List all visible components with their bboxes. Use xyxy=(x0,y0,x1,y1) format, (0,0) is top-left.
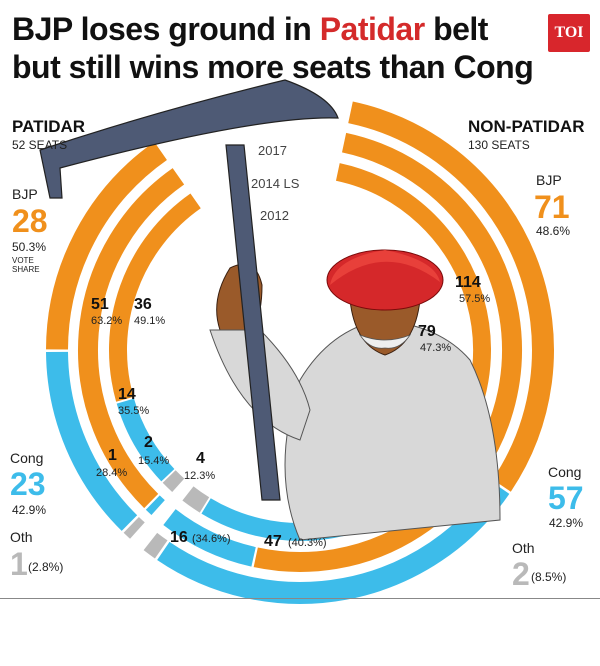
nonpatidar-cong-share: 42.9% xyxy=(549,516,584,530)
nonpatidar-2012-bjp-seats: 79 xyxy=(418,323,436,340)
nonpatidar-1-cong-arc xyxy=(163,509,256,567)
patidar-bjp-label: BJP xyxy=(12,186,38,202)
pickaxe-illustration xyxy=(39,79,339,501)
nonpatidar-0-oth-arc xyxy=(143,532,168,559)
patidar-2012-oth-seats: 2 xyxy=(144,434,153,451)
patidar-2-cong-arc xyxy=(116,398,175,482)
toi-logo: TOI xyxy=(548,14,590,52)
patidar-bjp-seats: 28 xyxy=(12,203,48,239)
nonpatidar-bjp-share: 48.6% xyxy=(536,224,571,238)
patidar-2012-bjp-seats: 36 xyxy=(134,296,152,313)
nonpatidar-2012-bjp-share: 47.3% xyxy=(420,342,452,354)
ring-label-2012: 2012 xyxy=(260,208,289,223)
patidar-2014-cong-seats: 1 xyxy=(108,447,117,464)
patidar-0-oth-arc xyxy=(123,516,145,539)
patidar-1-cong-arc xyxy=(145,495,165,515)
headline-line1-b: belt xyxy=(424,11,488,47)
patidar-2012-cong-share: 35.5% xyxy=(118,405,150,417)
nonpatidar-2014-cong-share: (34.6%) xyxy=(192,533,231,545)
patidar-oth-label: Oth xyxy=(10,529,33,545)
patidar-2014-cong-share: 28.4% xyxy=(96,467,128,479)
nonpatidar-bjp-label: BJP xyxy=(536,172,562,188)
nonpatidar-seats: 130 SEATS xyxy=(468,138,530,152)
nonpatidar-1-bjp-arc xyxy=(253,132,523,572)
patidar-2012-bjp-share: 49.1% xyxy=(134,315,166,327)
nonpatidar-cong-seats: 57 xyxy=(548,480,584,516)
patidar-2012-oth-share: 15.4% xyxy=(138,455,170,467)
patidar-0-cong-arc xyxy=(46,351,138,531)
headline-line2: but still wins more seats than Cong xyxy=(12,49,534,85)
nonpatidar-cong-label: Cong xyxy=(548,464,582,480)
nonpatidar-2012-cong-seats: 47 xyxy=(264,533,282,550)
nonpatidar-2014-bjp-seats: 114 xyxy=(455,274,481,291)
ring-label-2017: 2017 xyxy=(258,143,287,158)
patidar-oth-seats: 1 xyxy=(10,546,28,582)
patidar-2014-bjp-share: 63.2% xyxy=(91,315,123,327)
nonpatidar-0-bjp-arc xyxy=(348,101,554,492)
nonpatidar-2014-bjp-share: 57.5% xyxy=(459,293,491,305)
patidar-vote-share-2: SHARE xyxy=(12,265,40,274)
nonpatidar-2012-oth-share: 12.3% xyxy=(184,470,216,482)
bottom-rule xyxy=(0,598,600,599)
patidar-oth-share: (2.8%) xyxy=(28,560,64,574)
patidar-title: PATIDAR xyxy=(12,117,86,136)
nonpatidar-bjp-seats: 71 xyxy=(534,189,570,225)
ring-label-2014: 2014 LS xyxy=(251,176,300,191)
patidar-cong-label: Cong xyxy=(10,450,44,466)
patidar-cong-seats: 23 xyxy=(10,466,46,502)
headline-line1-a: BJP loses ground in xyxy=(12,11,320,47)
patidar-2-oth-arc xyxy=(162,470,185,492)
nonpatidar-2014-cong-seats: 16 xyxy=(170,529,188,546)
nonpatidar-2012-oth-seats: 4 xyxy=(196,450,205,467)
nonpatidar-2-oth-arc xyxy=(182,486,210,513)
nonpatidar-0-cong-arc xyxy=(157,481,510,604)
patidar-2012-cong-seats: 14 xyxy=(118,386,136,403)
nonpatidar-2012-cong-share: (40.3%) xyxy=(288,537,327,549)
nonpatidar-oth-seats: 2 xyxy=(512,556,530,592)
patidar-vote-share-1: VOTE xyxy=(12,256,34,265)
headline: BJP loses ground in Patidar belt but sti… xyxy=(12,10,552,86)
nonpatidar-oth-share: (8.5%) xyxy=(531,570,567,584)
patidar-cong-share: 42.9% xyxy=(12,503,47,517)
nonpatidar-title: NON-PATIDAR xyxy=(468,117,585,136)
headline-highlight: Patidar xyxy=(319,11,425,47)
nonpatidar-oth-label: Oth xyxy=(512,540,535,556)
patidar-2014-bjp-seats: 51 xyxy=(91,296,109,313)
farmer-illustration xyxy=(209,249,501,541)
patidar-1-bjp-arc xyxy=(78,168,185,509)
patidar-0-bjp-arc xyxy=(46,141,167,350)
patidar-bjp-share: 50.3% xyxy=(12,240,47,254)
patidar-2-bjp-arc xyxy=(109,193,201,402)
patidar-seats: 52 SEATS xyxy=(12,138,68,152)
